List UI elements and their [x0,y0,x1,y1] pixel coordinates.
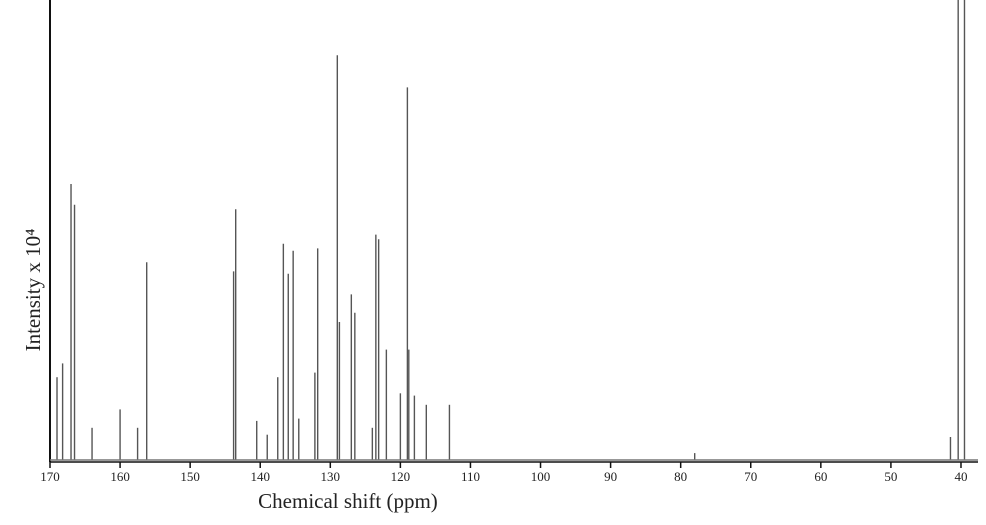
x-tick-label: 100 [531,469,551,484]
x-tick-label: 80 [674,469,687,484]
x-tick-label: 120 [391,469,411,484]
y-axis-title: Intensity x 10⁴ [21,229,45,352]
x-tick-label: 40 [954,469,967,484]
x-tick-label: 150 [180,469,200,484]
x-tick-label: 60 [814,469,827,484]
x-tick-label: 140 [250,469,270,484]
x-tick-label: 90 [604,469,617,484]
x-tick-label: 130 [321,469,341,484]
peaks [56,0,966,460]
x-tick-label: 50 [884,469,897,484]
x-tick-label: 110 [461,469,480,484]
x-axis-title: Chemical shift (ppm) [258,489,438,513]
x-tick-label: 70 [744,469,757,484]
x-tick-label: 160 [110,469,130,484]
x-tick-label: 170 [40,469,60,484]
